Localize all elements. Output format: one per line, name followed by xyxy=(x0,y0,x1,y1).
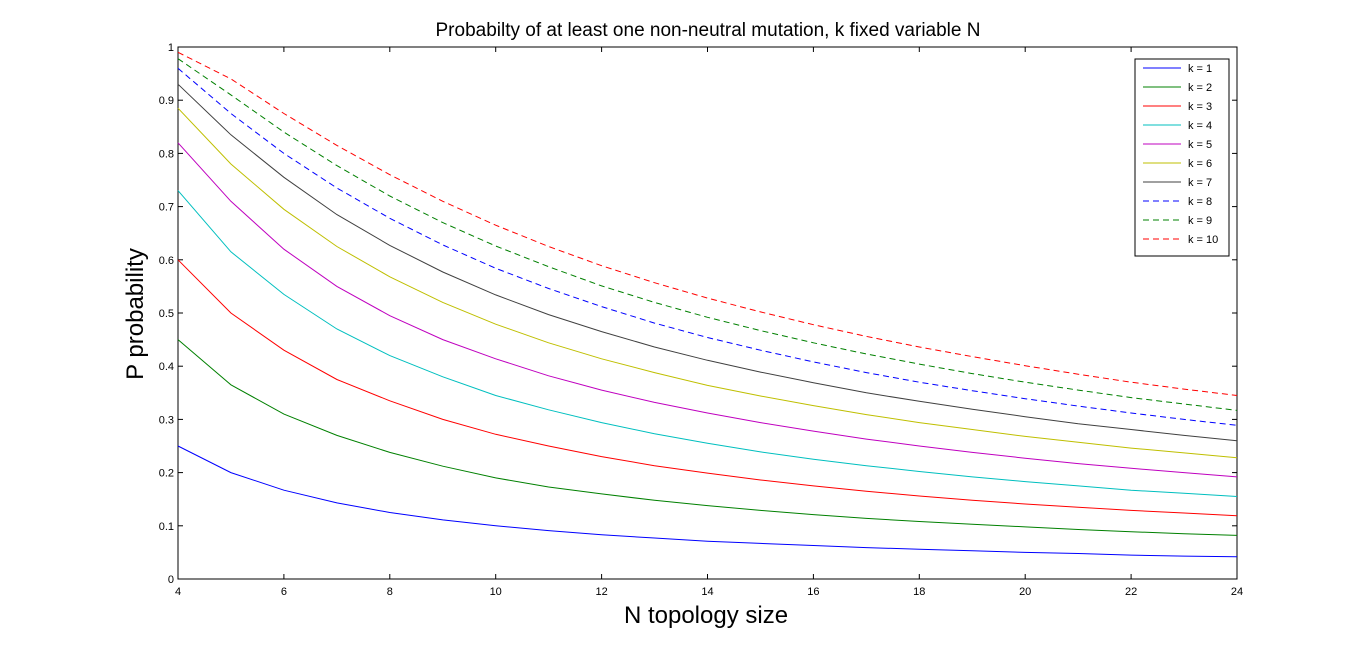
legend-label: k = 1 xyxy=(1188,63,1212,75)
x-tick-label: 8 xyxy=(387,586,393,598)
series-line-9 xyxy=(177,58,1238,411)
series-line-8 xyxy=(177,67,1238,426)
x-tick-label: 10 xyxy=(490,586,502,598)
series-lines xyxy=(177,51,1238,558)
legend-label: k = 5 xyxy=(1188,139,1212,151)
legend-label: k = 4 xyxy=(1188,120,1212,132)
y-tick-label: 0.2 xyxy=(159,468,174,480)
legend-label: k = 8 xyxy=(1188,196,1212,208)
x-axis-label: N topology size xyxy=(624,602,788,629)
y-axis-label: P probability xyxy=(122,248,149,380)
x-tick-label: 12 xyxy=(595,586,607,598)
chart-title: Probabilty of at least one non-neutral m… xyxy=(436,20,981,41)
series-line-1 xyxy=(177,445,1238,558)
y-tick-label: 0.6 xyxy=(159,255,174,267)
y-tick-label: 1 xyxy=(168,42,174,54)
y-tick-label: 0.1 xyxy=(159,521,174,533)
y-tick-label: 0.3 xyxy=(159,414,174,426)
y-tick-label: 0 xyxy=(168,574,174,586)
legend-label: k = 9 xyxy=(1188,215,1212,227)
axis-ticks: 4 6 8 10 12 14 16 18 20 22 24 0 0.1 0.2 0.3 0.4 0.5 0.6 0.… xyxy=(159,42,1243,598)
series-line-5 xyxy=(177,142,1238,478)
y-tick-label: 0.5 xyxy=(159,308,174,320)
x-tick-label: 6 xyxy=(281,586,287,598)
legend-label: k = 10 xyxy=(1188,234,1218,246)
x-tick-label: 20 xyxy=(1019,586,1031,598)
y-tick-label: 0.8 xyxy=(159,148,174,160)
x-tick-label: 18 xyxy=(913,586,925,598)
series-line-6 xyxy=(177,107,1238,459)
series-line-7 xyxy=(177,83,1238,442)
legend-label: k = 3 xyxy=(1188,101,1212,113)
x-tick-label: 22 xyxy=(1125,586,1137,598)
legend-box xyxy=(1134,58,1230,257)
legend-label: k = 6 xyxy=(1188,158,1212,170)
y-tick-label: 0.7 xyxy=(159,202,174,214)
x-tick-label: 24 xyxy=(1231,586,1243,598)
y-tick-label: 0.4 xyxy=(159,361,174,373)
legend: k = 1 k = 2 k = 3 k = 4 k = 5 k = 6 k = 7 k = 8… xyxy=(1134,58,1230,257)
series-line-2 xyxy=(177,339,1238,536)
x-tick-label: 14 xyxy=(701,586,713,598)
y-tick-label: 0.9 xyxy=(159,95,174,107)
x-tick-label: 4 xyxy=(175,586,181,598)
legend-label: k = 7 xyxy=(1188,177,1212,189)
series-line-3 xyxy=(177,259,1238,517)
legend-label: k = 2 xyxy=(1188,82,1212,94)
series-line-10 xyxy=(177,51,1238,396)
x-tick-label: 16 xyxy=(807,586,819,598)
series-line-4 xyxy=(177,190,1238,497)
